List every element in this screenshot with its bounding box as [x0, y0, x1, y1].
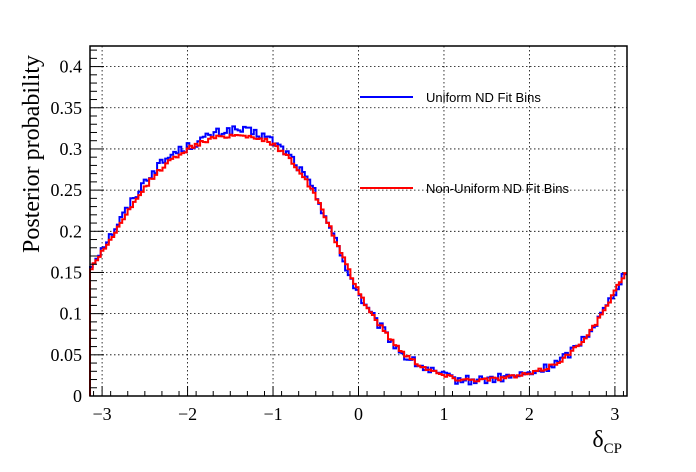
y-tick-label: 0.15 — [51, 262, 83, 282]
y-tick-label: 0.25 — [51, 180, 83, 200]
x-axis-title: δCP — [592, 427, 622, 457]
x-tick-label: 2 — [525, 404, 534, 424]
x-tick-label: 1 — [439, 404, 448, 424]
x-tick-label: −3 — [93, 404, 112, 424]
y-tick-label: 0 — [73, 386, 82, 406]
y-tick-label: 0.1 — [60, 304, 83, 324]
x-axis-title-sub: CP — [604, 441, 622, 457]
y-axis-title: Posterior probability — [19, 55, 45, 253]
grid-layer — [90, 46, 627, 397]
legend-label-0: Uniform ND Fit Bins — [426, 90, 541, 105]
legend: Uniform ND Fit Bins Non-Uniform ND Fit Bi… — [360, 90, 570, 196]
y-tick-label: 0.2 — [60, 221, 83, 241]
x-tick-label: 3 — [610, 404, 619, 424]
series-line-non-uniform — [89, 133, 627, 396]
label-layer: −3 −2 −1 0 1 2 3 0 0.05 0.1 0.15 0.2 0.25 0.3 0.35 0.4 — [51, 57, 620, 424]
y-tick-label: 0.35 — [51, 98, 83, 118]
legend-label-1: Non-Uniform ND Fit Bins — [426, 181, 570, 196]
tick-layer — [90, 49, 624, 397]
x-tick-label: −2 — [178, 404, 197, 424]
series-layer — [89, 125, 627, 396]
y-tick-label: 0.05 — [51, 345, 83, 365]
y-tick-label: 0.3 — [60, 139, 83, 159]
x-tick-label: −1 — [263, 404, 282, 424]
y-tick-label: 0.4 — [60, 57, 83, 77]
x-tick-label: 0 — [354, 404, 363, 424]
x-axis-title-main: δ — [592, 427, 603, 453]
